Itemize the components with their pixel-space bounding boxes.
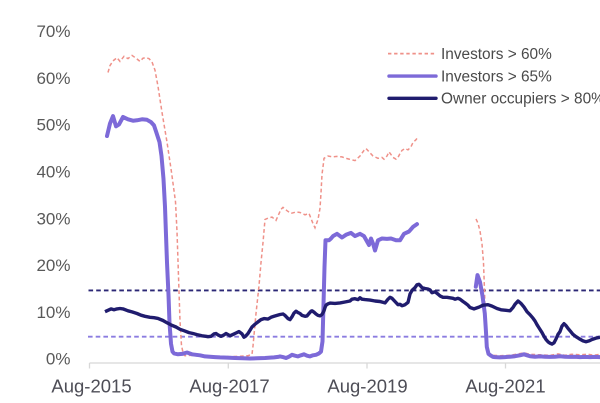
svg-text:40%: 40%: [36, 163, 70, 182]
svg-text:Aug-2017: Aug-2017: [189, 376, 269, 397]
svg-text:50%: 50%: [36, 116, 70, 135]
svg-text:10%: 10%: [36, 303, 70, 322]
svg-text:Owner occupiers > 80%: Owner occupiers > 80%: [441, 91, 600, 108]
svg-text:Investors > 65%: Investors > 65%: [441, 69, 552, 86]
svg-text:0%: 0%: [46, 350, 71, 369]
svg-text:70%: 70%: [36, 22, 70, 41]
svg-text:30%: 30%: [36, 209, 70, 228]
svg-text:Aug-2019: Aug-2019: [327, 376, 407, 397]
svg-text:Aug-2015: Aug-2015: [51, 376, 131, 397]
svg-text:60%: 60%: [36, 69, 70, 88]
svg-text:Aug-2021: Aug-2021: [465, 376, 545, 397]
svg-text:20%: 20%: [36, 256, 70, 275]
svg-text:Investors > 60%: Investors > 60%: [441, 46, 552, 63]
